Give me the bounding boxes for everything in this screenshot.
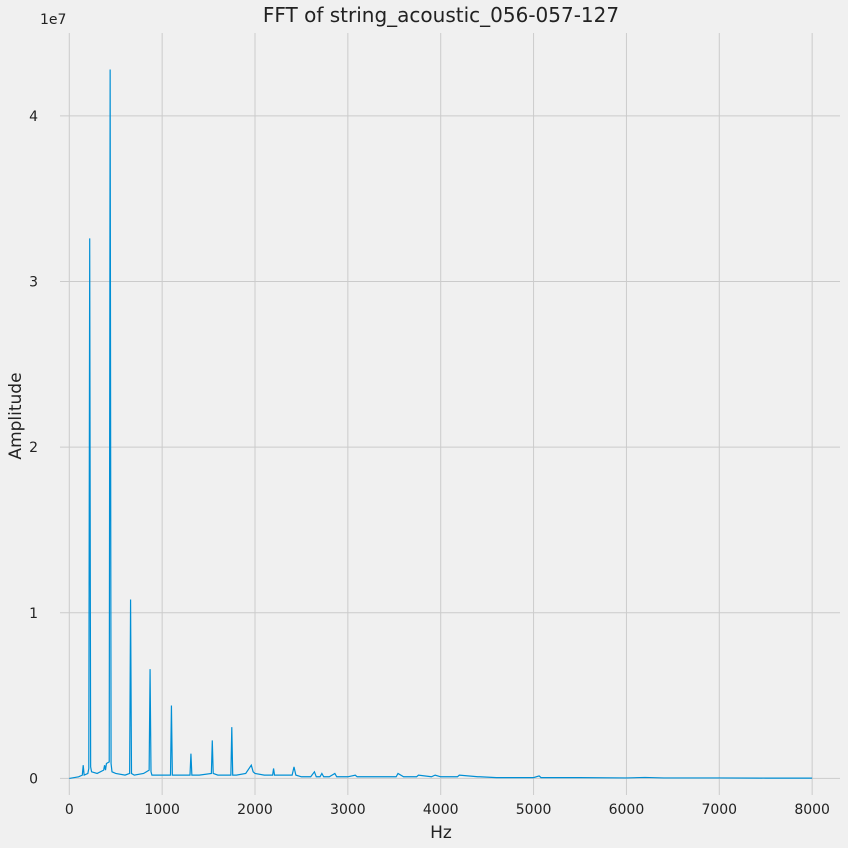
x-axis-label: Hz bbox=[430, 823, 452, 843]
y-tick-label: 3 bbox=[29, 274, 38, 290]
x-tick-label: 0 bbox=[65, 802, 74, 818]
y-exponent-label: 1e7 bbox=[40, 12, 66, 28]
y-tick-label: 0 bbox=[29, 771, 38, 787]
y-axis-label: Amplitude bbox=[6, 372, 26, 459]
x-tick-label: 5000 bbox=[516, 802, 552, 818]
x-tick-label: 6000 bbox=[609, 802, 645, 818]
x-tick-label: 1000 bbox=[144, 802, 180, 818]
y-tick-labels: 0 1 2 3 4 bbox=[29, 109, 38, 788]
x-tick-label: 2000 bbox=[237, 802, 273, 818]
grid-lines bbox=[60, 33, 840, 795]
y-tick-label: 4 bbox=[29, 109, 38, 125]
x-tick-label: 3000 bbox=[330, 802, 366, 818]
y-tick-label: 2 bbox=[29, 440, 38, 456]
x-tick-label: 8000 bbox=[794, 802, 830, 818]
x-tick-label: 7000 bbox=[701, 802, 737, 818]
y-tick-label: 1 bbox=[29, 606, 38, 622]
fft-series-line bbox=[69, 69, 813, 780]
x-tick-labels: 0 1000 2000 3000 4000 5000 6000 7000 8000 bbox=[65, 802, 830, 818]
x-tick-label: 4000 bbox=[423, 802, 459, 818]
chart-title: FFT of string_acoustic_056-057-127 bbox=[263, 3, 619, 27]
